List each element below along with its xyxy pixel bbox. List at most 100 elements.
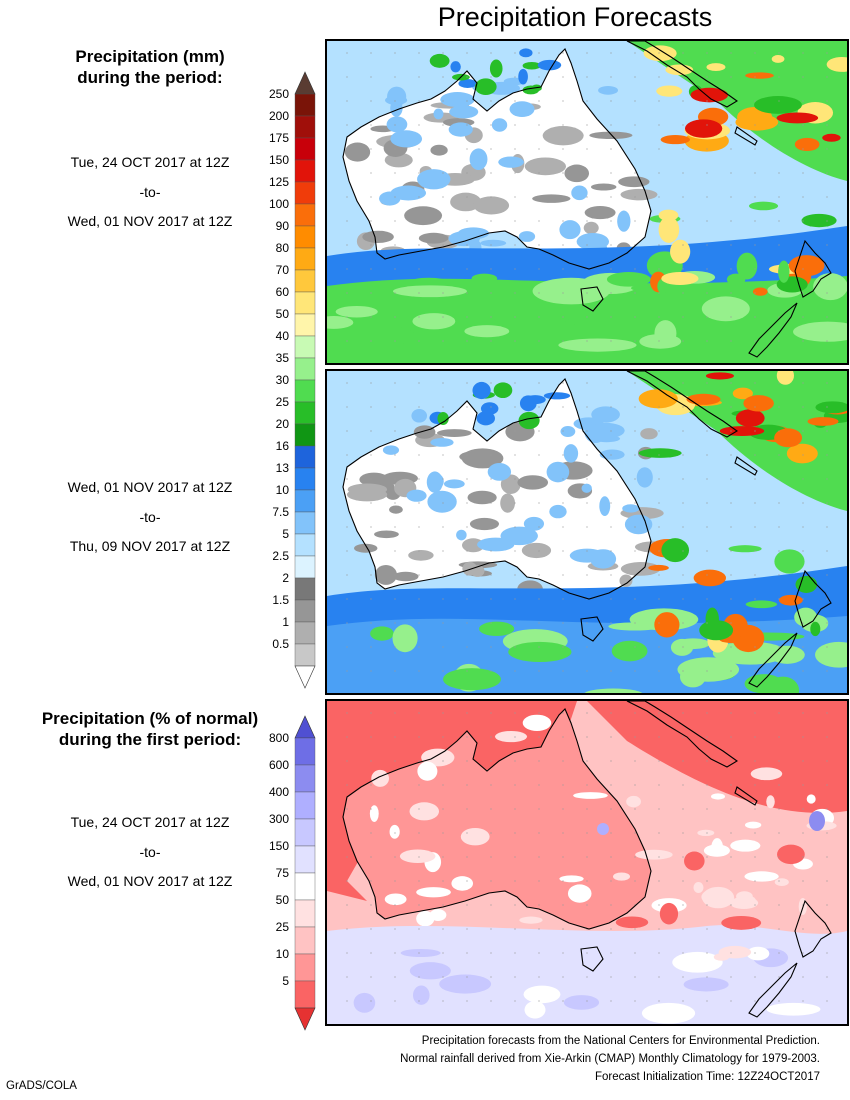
grid-dot xyxy=(754,52,756,54)
grid-dot xyxy=(346,760,348,762)
rain-patch xyxy=(448,122,473,137)
grid-dot xyxy=(706,340,708,342)
grid-dot xyxy=(562,712,564,714)
heavy-rain-cell xyxy=(822,133,841,142)
light-rain-patch xyxy=(640,428,658,440)
heavy-rain-cell xyxy=(660,135,690,145)
ocean-rain-patch xyxy=(769,645,805,664)
grid-dot xyxy=(490,598,492,600)
grid-dot xyxy=(658,784,660,786)
grid-dot xyxy=(394,670,396,672)
grid-dot xyxy=(610,646,612,648)
grid-dot xyxy=(466,100,468,102)
grid-dot xyxy=(490,316,492,318)
rain-patch xyxy=(390,185,427,201)
grid-dot xyxy=(418,76,420,78)
grid-dot xyxy=(610,526,612,528)
light-rain-patch xyxy=(346,487,388,502)
grid-dot xyxy=(802,712,804,714)
grid-dot xyxy=(346,244,348,246)
rain-patch xyxy=(382,445,400,455)
grid-dot xyxy=(586,574,588,576)
precip-mm-legend-label: 125 xyxy=(269,175,289,189)
grid-dot xyxy=(610,148,612,150)
grid-dot xyxy=(754,622,756,624)
above-normal-patch xyxy=(524,1001,546,1019)
grid-dot xyxy=(634,382,636,384)
grid-dot xyxy=(418,454,420,456)
precip-mm-legend-label: 2 xyxy=(282,571,289,585)
grid-dot xyxy=(802,292,804,294)
grid-dot xyxy=(634,316,636,318)
grid-dot xyxy=(442,736,444,738)
grid-dot xyxy=(730,268,732,270)
light-rain-patch xyxy=(344,142,371,162)
grid-dot xyxy=(514,124,516,126)
grid-dot xyxy=(514,712,516,714)
grid-dot xyxy=(394,712,396,714)
grid-dot xyxy=(586,454,588,456)
grid-dot xyxy=(778,382,780,384)
grid-dot xyxy=(706,196,708,198)
grid-dot xyxy=(682,244,684,246)
ocean-rain-patch xyxy=(815,641,847,668)
grid-dot xyxy=(394,952,396,954)
precip-mm-legend-label: 30 xyxy=(276,373,290,387)
grid-dot xyxy=(562,316,564,318)
light-rain-patch xyxy=(542,125,584,146)
grid-dot xyxy=(346,52,348,54)
grid-dot xyxy=(442,100,444,102)
grid-dot xyxy=(586,244,588,246)
grid-dot xyxy=(706,148,708,150)
grid-dot xyxy=(730,430,732,432)
grid-dot xyxy=(418,244,420,246)
precip-mm-legend-label: 90 xyxy=(276,219,290,233)
grid-dot xyxy=(490,76,492,78)
near-normal-patch xyxy=(429,909,447,921)
grid-dot xyxy=(586,526,588,528)
grid-dot xyxy=(394,100,396,102)
grid-dot xyxy=(706,598,708,600)
grid-dot xyxy=(778,478,780,480)
grid-dot xyxy=(586,406,588,408)
grid-dot xyxy=(514,832,516,834)
grid-dot xyxy=(586,952,588,954)
above-normal-cell xyxy=(809,811,825,831)
grid-dot xyxy=(514,268,516,270)
near-normal-patch xyxy=(729,896,759,909)
grid-dot xyxy=(778,598,780,600)
grid-dot xyxy=(802,478,804,480)
grid-dot xyxy=(754,292,756,294)
grid-dot xyxy=(682,196,684,198)
grid-dot xyxy=(658,76,660,78)
north-coast-rain-patch xyxy=(450,61,461,73)
grid-dot xyxy=(802,220,804,222)
precip-mm-legend-label: 0.5 xyxy=(272,637,289,651)
grid-dot xyxy=(682,52,684,54)
grid-dot xyxy=(754,220,756,222)
grid-dot xyxy=(754,454,756,456)
grid-dot xyxy=(562,526,564,528)
grid-dot xyxy=(370,880,372,882)
grid-dot xyxy=(826,712,828,714)
rain-patch xyxy=(599,449,625,460)
grid-dot xyxy=(418,268,420,270)
grid-dot xyxy=(706,832,708,834)
heavy-rain-cell xyxy=(732,387,753,400)
new-zealand-south-coastline xyxy=(748,302,798,358)
grid-dot xyxy=(682,382,684,384)
grid-dot xyxy=(586,100,588,102)
grid-dot xyxy=(730,646,732,648)
grid-dot xyxy=(586,124,588,126)
grid-dot xyxy=(562,880,564,882)
light-rain-patch xyxy=(620,188,658,201)
tasman-rain-cell xyxy=(745,600,778,609)
near-normal-patch xyxy=(522,714,552,731)
light-rain-patch xyxy=(521,542,552,559)
grid-dot xyxy=(466,574,468,576)
grid-dot xyxy=(610,244,612,246)
grid-dot xyxy=(802,316,804,318)
grid-dot xyxy=(370,856,372,858)
grid-dot xyxy=(418,406,420,408)
grid-dot xyxy=(658,928,660,930)
